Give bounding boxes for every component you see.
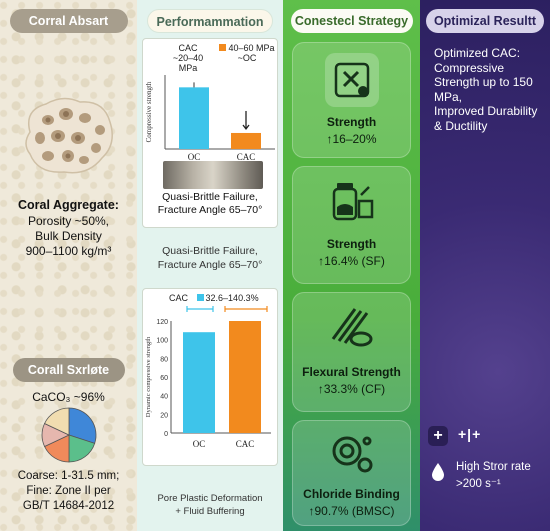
chart1-legend-b-sub: ~OC xyxy=(237,53,257,63)
strategy-4-value: ↑90.7% (BMSC) xyxy=(308,504,395,518)
chart2-ytick-120: 120 xyxy=(156,319,168,326)
coral-column: Corral Absart Coral Aggregate: Porosity … xyxy=(0,0,137,531)
caco3-text: CaCO₃ ~96% xyxy=(32,390,105,404)
strategy-4-title: Chloride Binding xyxy=(303,487,400,501)
pie-slice-0 xyxy=(68,407,97,444)
strategy-column: Conestecl Strategy Strength ↑16–20% Stre… xyxy=(283,0,420,531)
optimized-line-4: MPa, xyxy=(434,89,463,104)
chart2-ytick-60: 60 xyxy=(160,375,168,382)
density-value: 900–1100 kg/m³ xyxy=(25,244,112,258)
strategy-card-2: Strength ↑16.4% (SF) xyxy=(292,166,411,284)
chart2-ytick-20: 20 xyxy=(160,412,168,419)
strain-rate-value: >200 s⁻¹ xyxy=(456,478,501,490)
chart1-legend-a: CAC xyxy=(178,43,198,53)
strategy-card-1: Strength ↑16–20% xyxy=(292,42,411,158)
strategy-3-title: Flexural Strength xyxy=(302,365,401,379)
strategy-2-value: ↑16.4% (SF) xyxy=(318,254,385,268)
chart1-bar-cac xyxy=(231,132,261,149)
optimized-line-2: Compressive xyxy=(434,60,505,75)
chart1-drop-arrow-head xyxy=(242,124,250,131)
chart2-tick-cac: CAC xyxy=(236,439,255,449)
composition-pie xyxy=(41,407,97,463)
chart2-ytick-80: 80 xyxy=(160,356,168,363)
grading-line-2: Fine: Zone II per xyxy=(26,485,111,497)
optimized-line-3: Strength up to 150 xyxy=(434,75,533,89)
chart1-bar-oc xyxy=(179,87,209,149)
strategy-card-4: Chloride Binding ↑90.7% (BMSC) xyxy=(292,420,411,526)
strategy-1-value: ↑16–20% xyxy=(326,132,377,146)
coral-aggregate-image xyxy=(25,97,113,174)
chart2-bar-oc xyxy=(183,332,215,433)
porosity-text: Porosity ~50%, xyxy=(27,214,110,228)
optimized-line-6: & Ductility xyxy=(434,118,488,133)
footer-text-1: Pore Plastic Deformation xyxy=(157,493,263,504)
optimized-summary: Optimized CAC: Compressive Strength up t… xyxy=(434,46,537,133)
compressive-strength-chart: Compressive strength OC CAC xyxy=(145,75,275,162)
tool-icon xyxy=(334,62,369,98)
optimized-line-5: Improved Durability xyxy=(434,104,538,118)
performance-header: Performammation xyxy=(147,9,273,33)
optimized-header: Optimizal Resultt xyxy=(426,9,544,33)
performance-column: Performammation CAC ~20–40 MPa 40–60 MPa… xyxy=(137,0,283,531)
bubbles-icon xyxy=(332,436,372,473)
plus-icon: + xyxy=(428,426,448,446)
pie-slice-4 xyxy=(44,407,70,436)
chart2-y-label: Dynamic compressive strength xyxy=(145,336,152,417)
coral-sub-header: Corall Sxrløte xyxy=(12,358,125,382)
chart2-ytick-0: 0 xyxy=(164,431,168,438)
strategy-2-title: Strength xyxy=(326,237,377,251)
chart2-ytick-100: 100 xyxy=(156,338,168,345)
chart1-legend-a-sub: ~20–40 MPa xyxy=(172,53,204,73)
grading-line-3: GB/T 14684-2012 xyxy=(22,500,115,512)
chart2-legend-b: 32.6–140.3% xyxy=(205,293,259,303)
failure-text-1: Quasi-Brittle Failure, xyxy=(162,191,258,203)
optimized-line-1: Optimized CAC: xyxy=(434,46,521,60)
specimen-photo xyxy=(163,161,263,189)
failure-text-2: Fracture Angle 65–70° xyxy=(157,204,263,216)
chart2-tick-oc: OC xyxy=(193,439,206,449)
strain-mark-icon: +|+ xyxy=(458,426,482,442)
strategy-1-title: Strength xyxy=(326,115,377,129)
strategy-3-value: ↑33.3% (CF) xyxy=(317,382,386,396)
strain-rate-label: High Stror rate xyxy=(456,461,531,473)
grading-line-1: Coarse: 1-31.5 mm; xyxy=(17,470,120,482)
optimized-column: Optimizal Resultt Optimized CAC: Compres… xyxy=(420,0,550,531)
fiber-icon xyxy=(331,308,372,347)
footer-text-2: + Fluid Buffering xyxy=(175,506,245,517)
dynamic-chart-panel: CAC 32.6–140.3% 120 100 80 60 40 20 0 Dynamic c… xyxy=(142,288,278,466)
chart1-legend-b: 40–60 MPa xyxy=(217,43,277,53)
jar-icon xyxy=(332,183,373,221)
aggregate-heading: Coral Aggregate: xyxy=(18,198,119,212)
chart1-tick-oc: OC xyxy=(188,152,201,162)
chart1-y-label: Compressive strength xyxy=(145,81,153,142)
droplet-icon xyxy=(432,463,444,481)
static-chart-panel: CAC ~20–40 MPa 40–60 MPa ~OC Compressive… xyxy=(142,38,278,228)
failure-dup-2: Fracture Angle 65–70° xyxy=(157,259,263,271)
density-label: Bulk Density xyxy=(35,229,102,243)
chart1-tick-cac: CAC xyxy=(237,152,256,162)
chart2-bar-cac xyxy=(229,321,261,433)
coral-header: Corral Absart xyxy=(9,9,128,33)
strategy-card-3: Flexural Strength ↑33.3% (CF) xyxy=(292,292,411,412)
failure-dup-1: Quasi-Brittle Failure, xyxy=(162,245,258,257)
chart2-ytick-40: 40 xyxy=(160,394,168,401)
dynamic-strength-chart: 120 100 80 60 40 20 0 Dynamic compressive stren… xyxy=(145,306,271,449)
strategy-header: Conestecl Strategy xyxy=(290,9,413,33)
chart2-legend-a: CAC xyxy=(169,293,189,303)
